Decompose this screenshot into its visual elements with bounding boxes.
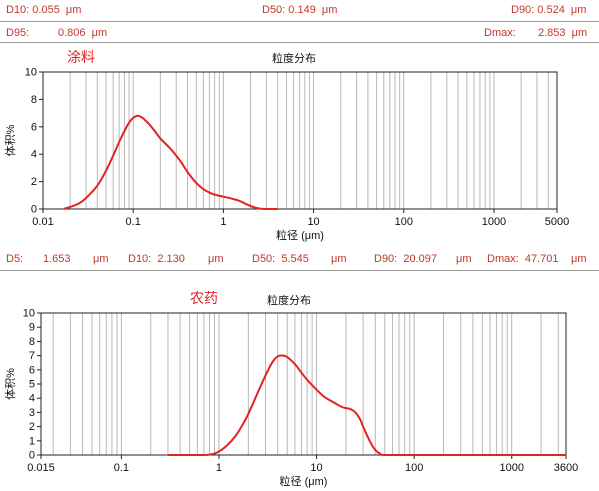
chart2-xtick-label: 1	[216, 462, 222, 474]
chart2-ytick-label: 1	[29, 435, 35, 447]
bottom-stat-d10: D10: 2.130	[128, 253, 185, 265]
chart1-svg: 0 2 4 6 8 10 0.01 0.1 1 10 100 1000 5000 粒径 (μm) 体积%	[3, 67, 569, 243]
chart1-ytick-label: 10	[25, 67, 37, 79]
chart2-ytick-label: 0	[29, 450, 35, 462]
chart2-plot-frame	[40, 312, 567, 456]
chart1-xtick-label: 0.01	[32, 216, 53, 228]
chart1-ytick-label: 2	[31, 176, 37, 188]
top-stat-dmax-label: Dmax:	[484, 27, 516, 39]
top-stat-d95-value: 0.806 μm	[58, 27, 108, 39]
chart1-ylabel: 体积%	[3, 124, 17, 156]
bottom-stat-d50-unit: μm	[331, 253, 347, 265]
top-stats-divider-1	[0, 21, 599, 22]
chart1-xtick-label: 5000	[545, 216, 569, 228]
bottom-stat-dmax-unit: μm	[571, 253, 587, 265]
chart1-series-0-line	[63, 114, 278, 210]
chart2-xtick-label: 10	[310, 462, 322, 474]
chart1-xlabel: 粒径 (μm)	[276, 228, 324, 242]
chart2-ylabel: 体积%	[3, 368, 17, 400]
chart2-title: 粒度分布	[267, 295, 311, 307]
bottom-stat-d5-value: 1.653	[43, 253, 71, 265]
bottom-stat-d5-unit: μm	[93, 253, 109, 265]
chart1-xtick-label: 1	[220, 216, 226, 228]
bottom-stat-d90-unit: μm	[456, 253, 472, 265]
chart1-xtick-label: 1000	[482, 216, 506, 228]
chart2-ytick-label: 5	[29, 379, 35, 391]
bottom-stat-d90: D90: 20.097	[374, 253, 437, 265]
chart2-xtick-label: 0.1	[114, 462, 129, 474]
bottom-stat-d50: D50: 5.545	[252, 253, 309, 265]
chart2-sample-label: 农药	[190, 290, 218, 306]
chart1-ytick-label: 6	[31, 121, 37, 133]
chart2-ytick-label: 3	[29, 407, 35, 419]
chart2-ytick-label: 7	[29, 350, 35, 362]
chart2-series-0-line	[167, 354, 566, 456]
chart2-ytick-label: 9	[29, 322, 35, 334]
top-stats-divider-2	[0, 42, 599, 43]
chart1-title: 粒度分布	[272, 53, 316, 65]
chart2-gridlines	[52, 313, 559, 455]
bottom-stat-d10-unit: μm	[208, 253, 224, 265]
chart2-xtick-label: 3600	[554, 462, 578, 474]
bottom-stat-dmax: Dmax: 47.701	[487, 253, 559, 265]
chart2-ytick-label: 8	[29, 336, 35, 348]
chart2-xtick-label: 0.015	[27, 462, 55, 474]
chart2-xtick-label: 1000	[499, 462, 523, 474]
chart2-ytick-label: 10	[23, 308, 35, 320]
top-stat-d50: D50: 0.149 μm	[262, 4, 338, 16]
chart2-ytick-label: 2	[29, 421, 35, 433]
chart1-xtick-label: 10	[307, 216, 319, 228]
bottom-stats-divider	[0, 270, 599, 271]
chart1-ytick-label: 8	[31, 94, 37, 106]
chart1-plot-frame	[42, 71, 558, 210]
bottom-stat-d5-label: D5:	[6, 253, 24, 265]
chart2-xlabel: 粒径 (μm)	[280, 474, 328, 488]
chart2-xtick-label: 100	[405, 462, 423, 474]
top-stat-d90: D90: 0.524 μm	[511, 4, 587, 16]
chart1-gridlines	[69, 72, 549, 209]
chart2-svg: 0 1 2 3 4 5 6 7 8 9 10 0.015 0.1 1 10 100 1000 3600 粒径 (μm…	[3, 308, 578, 489]
chart1-xtick-label: 100	[395, 216, 413, 228]
top-stat-d95-label: D95:	[6, 27, 30, 39]
chart1-ytick-label: 0	[31, 204, 37, 216]
chart1-ytick-label: 4	[31, 149, 37, 161]
chart1-xtick-label: 0.1	[126, 216, 141, 228]
chart2-ytick-label: 6	[29, 364, 35, 376]
top-stat-dmax-value: 2.853 μm	[538, 27, 588, 39]
top-stat-d10: D10: 0.055 μm	[6, 4, 82, 16]
chart1-sample-label: 涂料	[67, 49, 95, 65]
chart2-ytick-label: 4	[29, 393, 35, 405]
